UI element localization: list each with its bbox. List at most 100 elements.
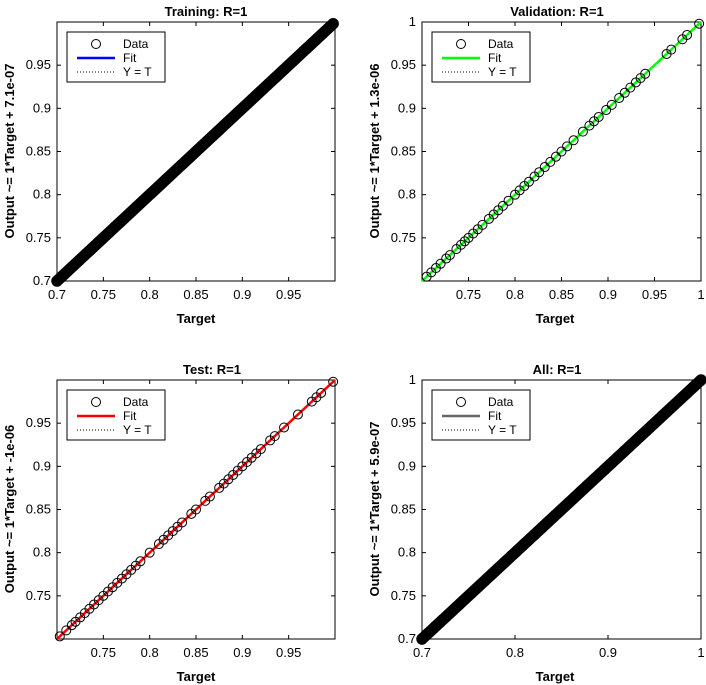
y-tick-label: 0.8 (33, 545, 51, 560)
y-tick-label: 0.85 (391, 502, 416, 517)
data-point (556, 146, 567, 157)
y-tick-label: 0.95 (26, 57, 51, 72)
legend-box (431, 389, 531, 441)
legend-label: Fit (123, 409, 137, 423)
y-tick-label: 0.9 (33, 458, 51, 473)
data-points (416, 374, 706, 645)
y-tick-label: 0.95 (391, 57, 416, 72)
x-tick-label: 0.9 (599, 645, 617, 660)
legend-data-marker (456, 397, 466, 407)
y-tick-label: 0.8 (398, 545, 416, 560)
legend-label: Data (488, 37, 514, 51)
y-axis-label: Output ~= 1*Target + 7.1e-07 (2, 64, 17, 239)
x-tick-label: 0.9 (233, 287, 251, 302)
panel-training: Training: R=1 Target Output ~= 1*Target … (2, 4, 339, 326)
ticks: 0.7 0.75 0.8 0.85 0.9 0.95 0.7 0.75 0.8 0.85 0.9 0.… (26, 22, 335, 302)
legend-data-marker (456, 39, 466, 49)
data-point (328, 376, 339, 387)
y-tick-label: 1 (409, 14, 416, 29)
fit-line (56, 379, 336, 640)
y-axis-label: Output ~= 1*Target + 1.3e-06 (367, 64, 382, 239)
data-point (144, 547, 155, 558)
y-tick-label: 0.95 (391, 415, 416, 430)
y-tick-label: 0.8 (33, 187, 51, 202)
data-point (593, 111, 604, 122)
fit-line-segment (56, 379, 336, 640)
x-tick-label: 0.9 (233, 645, 251, 660)
data-point (327, 17, 339, 30)
legend-label: Y = T (123, 65, 152, 79)
y-tick-label: 0.7 (33, 273, 51, 288)
panel-all: All: R=1 Target Output ~= 1*Target + 5.9… (367, 362, 706, 684)
x-tick-label: 0.7 (413, 645, 431, 660)
data-point (614, 92, 625, 103)
x-tick-label: 0.85 (183, 645, 208, 660)
data-point (562, 141, 573, 152)
y-tick-label: 0.75 (391, 230, 416, 245)
data-point (279, 422, 290, 433)
data-point (523, 176, 534, 187)
x-tick-label: 0.85 (549, 287, 574, 302)
ticks: 0.75 0.8 0.85 0.9 0.95 1 0.75 0.8 0.85 0.9 0.95 1 (391, 14, 705, 302)
data-point (204, 491, 215, 502)
data-point (255, 444, 266, 455)
legend-data-marker (91, 39, 101, 49)
y-tick-label: 0.9 (33, 100, 51, 115)
data-point (666, 44, 677, 55)
x-tick-label: 1 (697, 287, 704, 302)
x-tick-label: 0.85 (183, 287, 208, 302)
legend-label: Fit (123, 51, 137, 65)
data-point (66, 620, 77, 631)
data-point (441, 253, 452, 264)
x-axis-label: Target (177, 669, 216, 684)
data-point (577, 126, 588, 137)
panel-title: Validation: R=1 (510, 4, 604, 19)
data-point (477, 219, 488, 230)
legend-label: Data (488, 395, 514, 409)
data-point (61, 625, 72, 636)
data-points (51, 17, 339, 287)
data-points (54, 376, 339, 642)
x-tick-label: 1 (697, 645, 704, 660)
x-tick-label: 0.8 (506, 645, 524, 660)
y-axis-label: Output ~= 1*Target + 5.9e-07 (367, 422, 382, 597)
x-axis-label: Target (177, 311, 216, 326)
y-tick-label: 0.85 (26, 502, 51, 517)
legend-label: Fit (488, 51, 502, 65)
data-point (459, 236, 470, 247)
data-point (292, 409, 303, 420)
data-point (316, 387, 327, 398)
x-tick-label: 0.95 (276, 645, 301, 660)
x-axis-label: Target (536, 669, 575, 684)
panel-title: Training: R=1 (165, 4, 248, 19)
y-axis-label: Output ~= 1*Target + -1e-06 (2, 425, 17, 593)
legend-label: Data (123, 37, 149, 51)
data-point (54, 631, 65, 642)
data-point (444, 250, 455, 261)
legend-label: Fit (488, 409, 502, 423)
y-tick-label: 0.7 (398, 631, 416, 646)
data-point (550, 151, 561, 162)
data-point (694, 18, 705, 29)
data-point (534, 167, 545, 178)
fit-line (421, 21, 702, 282)
x-tick-label: 0.95 (642, 287, 667, 302)
y-tick-label: 0.9 (398, 100, 416, 115)
data-point (503, 195, 514, 206)
ticks: 0.7 0.8 0.9 1 0.7 0.75 0.8 0.85 0.9 0.95 1 (391, 372, 705, 660)
data-point (325, 19, 338, 32)
y-tick-label: 0.75 (26, 230, 51, 245)
data-point (539, 162, 550, 173)
data-point (456, 239, 467, 250)
x-tick-label: 0.8 (506, 287, 524, 302)
y-tick-label: 0.85 (391, 144, 416, 159)
data-point (606, 99, 617, 110)
y-tick-label: 1 (409, 372, 416, 387)
y-tick-label: 0.9 (398, 458, 416, 473)
data-point (191, 504, 201, 515)
data-point (177, 517, 188, 528)
data-point (545, 156, 556, 167)
x-tick-label: 0.8 (141, 645, 159, 660)
